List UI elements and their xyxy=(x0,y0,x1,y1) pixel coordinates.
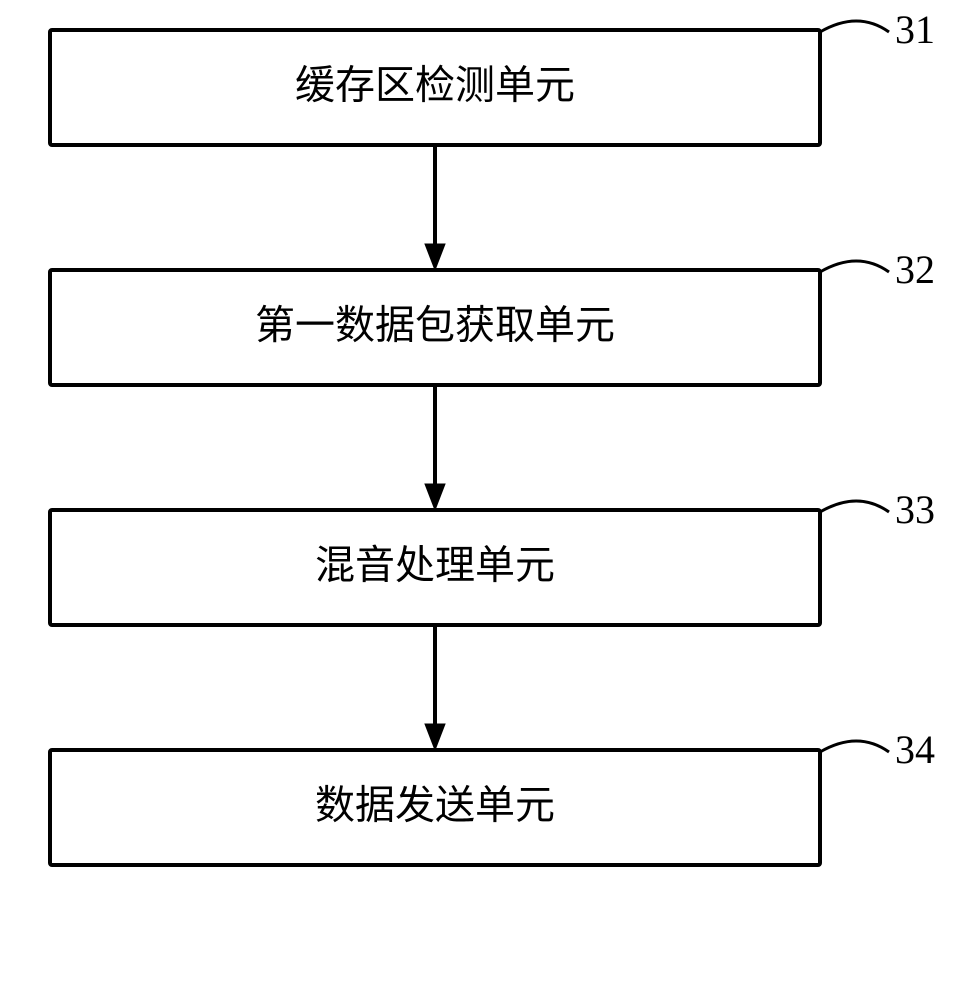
flowchart-label-connector xyxy=(820,21,889,32)
flowchart-label-connector xyxy=(820,501,889,512)
flowchart-label-connector xyxy=(820,261,889,272)
flowchart-label-connector xyxy=(820,741,889,752)
flowchart-arrow-head xyxy=(425,484,445,510)
flowchart-ref-number: 32 xyxy=(895,247,935,292)
flowchart-node-label: 数据发送单元 xyxy=(315,783,555,828)
flowchart-node-label: 第一数据包获取单元 xyxy=(255,303,615,348)
flowchart-arrow-head xyxy=(425,244,445,270)
flowchart-ref-number: 34 xyxy=(895,727,935,772)
flowchart-arrow-head xyxy=(425,724,445,750)
flowchart-diagram: 缓存区检测单元 31 第一数据包获取单元 32 混音处理单元 33 数据发送单元 34 xyxy=(0,0,976,1000)
flowchart-ref-number: 33 xyxy=(895,487,935,532)
flowchart-node-label: 缓存区检测单元 xyxy=(295,63,575,108)
flowchart-ref-number: 31 xyxy=(895,7,935,52)
flowchart-node-label: 混音处理单元 xyxy=(315,543,555,588)
